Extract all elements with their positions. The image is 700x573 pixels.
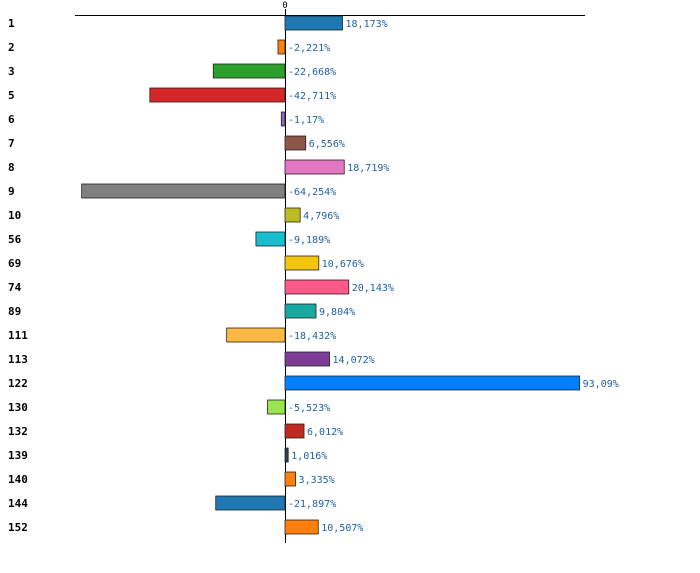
bar	[284, 375, 581, 391]
value-label: -9,189%	[288, 235, 330, 246]
category-label: 5	[8, 89, 15, 102]
category-label: 3	[8, 65, 15, 78]
bar	[215, 495, 286, 511]
bar	[226, 327, 286, 343]
value-label: -5,523%	[288, 403, 330, 414]
bar	[284, 279, 350, 295]
value-label: 93,09%	[583, 379, 619, 390]
zero-tick-label: 0	[282, 1, 287, 11]
bar	[280, 111, 286, 127]
category-label: 74	[8, 281, 22, 294]
bar	[284, 519, 319, 535]
category-label: 7	[8, 137, 15, 150]
value-label: 18,719%	[347, 163, 389, 174]
category-label: 2	[8, 41, 15, 54]
bar	[284, 447, 289, 463]
bar	[284, 255, 320, 271]
category-label: 89	[8, 305, 21, 318]
value-label: 10,507%	[321, 523, 363, 534]
value-label: 20,143%	[352, 283, 394, 294]
value-label: -18,432%	[288, 331, 336, 342]
bar	[81, 183, 286, 199]
category-label: 122	[8, 377, 28, 390]
value-label: -2,221%	[288, 43, 330, 54]
bar	[284, 303, 317, 319]
category-label: 132	[8, 425, 28, 438]
bar	[277, 39, 286, 55]
bar	[284, 135, 307, 151]
bar	[284, 471, 296, 487]
value-label: 1,016%	[291, 451, 327, 462]
value-label: 18,173%	[346, 19, 388, 30]
category-label: 111	[8, 329, 28, 342]
value-label: -42,711%	[288, 91, 336, 102]
category-label: 69	[8, 257, 21, 270]
category-label: 6	[8, 113, 15, 126]
value-label: -21,897%	[288, 499, 336, 510]
category-label: 144	[8, 497, 28, 510]
bar	[149, 87, 286, 103]
category-label: 140	[8, 473, 28, 486]
category-label: 139	[8, 449, 28, 462]
value-label: -22,668%	[288, 67, 336, 78]
value-label: 4,796%	[303, 211, 339, 222]
value-label: -64,254%	[288, 187, 336, 198]
bar	[284, 159, 345, 175]
category-label: 10	[8, 209, 21, 222]
value-label: 3,335%	[299, 475, 335, 486]
value-label: 10,676%	[322, 259, 364, 270]
value-label: 6,012%	[307, 427, 343, 438]
value-label: -1,17%	[288, 115, 324, 126]
bar	[284, 15, 343, 31]
value-label: 9,804%	[319, 307, 355, 318]
bar	[284, 207, 301, 223]
bar	[255, 231, 286, 247]
category-label: 56	[8, 233, 22, 246]
category-label: 8	[8, 161, 15, 174]
category-label: 1	[8, 17, 15, 30]
value-label: 6,556%	[309, 139, 345, 150]
bar	[284, 423, 305, 439]
bars-group: 1 18,173% 2 -2,221% 3 -22,668% 5 -42,711% 6 -1,17…	[8, 15, 619, 535]
category-label: 9	[8, 185, 15, 198]
bar	[284, 351, 330, 367]
bar	[212, 63, 286, 79]
value-label: 14,072%	[333, 355, 375, 366]
category-label: 152	[8, 521, 28, 534]
bar	[267, 399, 286, 415]
category-label: 130	[8, 401, 28, 414]
category-label: 113	[8, 353, 28, 366]
